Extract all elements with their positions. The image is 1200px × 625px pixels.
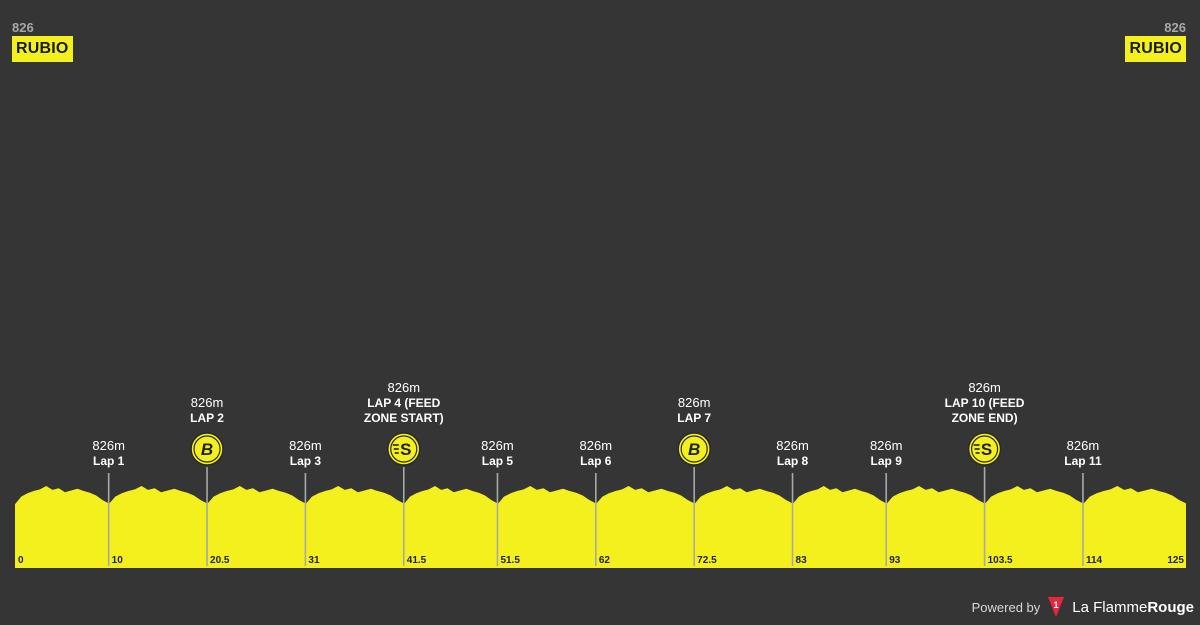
waypoint-label: Lap 5 [482,454,514,468]
waypoint-altitude: 826m [870,438,903,453]
waypoint-label: LAP 10 (FEED [945,396,1025,410]
waypoint-label: LAP 7 [677,411,711,425]
x-tick-label: 41.5 [407,555,427,566]
feed-zone-icon-ring [390,435,418,463]
waypoint-altitude: 826m [92,438,125,453]
waypoint-altitude: 826m [776,438,809,453]
start-label: 826 RUBIO [12,20,73,62]
start-altitude: 826 [12,20,34,35]
svg-text:1: 1 [1054,600,1059,610]
waypoint-label: Lap 9 [871,454,903,468]
feed-zone-icon-ring [970,435,999,463]
x-tick-label: 72.5 [697,555,717,566]
x-tick-label: 83 [796,555,808,566]
b-icon [677,432,711,466]
waypoint-label: Lap 6 [580,454,612,468]
x-tick-label: 10 [112,555,124,566]
waypoint-label: ZONE END) [952,411,1018,425]
waypoint-label: LAP 2 [190,411,224,425]
x-tick-label: 114 [1086,555,1103,566]
feed-zone-icon [387,432,421,466]
b-icon-ring [680,435,708,463]
powered-by-text: Powered by [971,599,1041,615]
waypoint-altitude: 826m [388,380,421,395]
b-icon-ring [193,435,221,463]
feed-zone-icon-glyph: S [400,440,411,459]
footer: Powered by 1 La FlammeRouge [972,597,1194,617]
waypoint-label: Lap 8 [777,454,809,468]
x-tick-label: 103.5 [988,555,1013,566]
x-tick-label: 62 [599,555,611,566]
x-tick-label: 31 [308,555,320,566]
finish-altitude: 826 [1164,20,1186,35]
x-tick-label: 51.5 [500,555,520,566]
feed-zone-icon-glyph: S [981,440,992,459]
b-icon [190,432,224,466]
waypoint-altitude: 826m [968,380,1001,395]
finish-town: RUBIO [1125,36,1186,62]
x-tick-label: 125 [1167,555,1184,566]
waypoint-label: LAP 4 (FEED [367,396,440,410]
waypoint-altitude: 826m [481,438,514,453]
feed-zone-icon [967,432,1002,466]
b-icon-glyph: B [201,440,213,459]
x-tick-label: 20.5 [210,555,230,566]
la-flamme-rouge-logo-icon: 1 [1048,597,1065,617]
waypoint-altitude: 826m [1067,438,1100,453]
start-town: RUBIO [12,36,73,62]
brand-name[interactable]: La FlammeRouge [1072,598,1194,616]
finish-label: 826 RUBIO [1125,20,1186,62]
waypoint-label: Lap 3 [290,454,322,468]
waypoint-label: ZONE START) [364,411,444,425]
waypoint-altitude: 826m [678,395,711,410]
waypoint-label: Lap 11 [1064,454,1102,468]
waypoint-label: Lap 1 [93,454,125,468]
waypoint-altitude: 826m [580,438,613,453]
x-tick-label: 93 [889,555,901,566]
elevation-area [15,486,1186,548]
distance-axis-strip [15,548,1186,568]
b-icon-glyph: B [688,440,700,459]
waypoint-altitude: 826m [289,438,322,453]
x-tick-label: 0 [18,555,24,566]
waypoint-altitude: 826m [191,395,224,410]
